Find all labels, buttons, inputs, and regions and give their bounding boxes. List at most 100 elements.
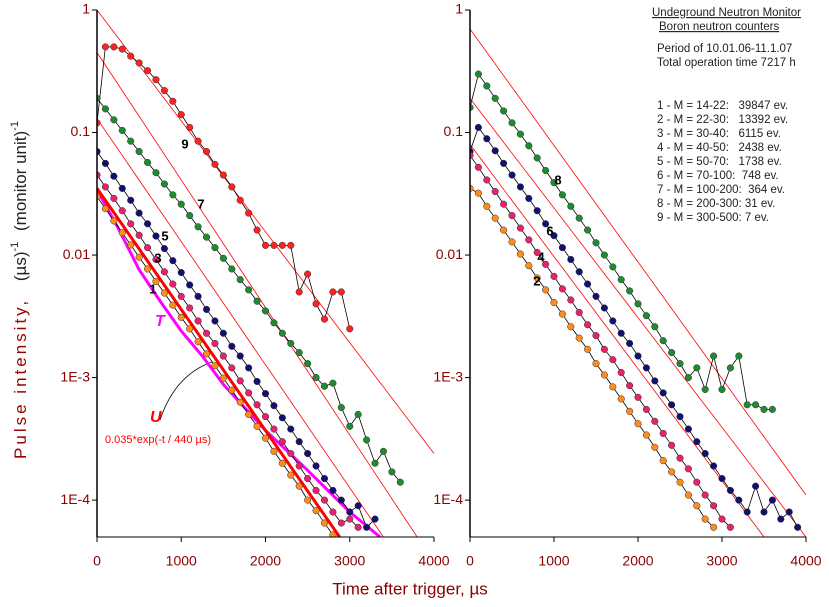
data-point (474, 123, 482, 132)
data-point (245, 286, 253, 294)
data-point (584, 226, 592, 234)
data-point (379, 447, 388, 455)
data-point (474, 70, 482, 78)
data-point (118, 184, 126, 192)
data-point (135, 147, 143, 156)
data-point (346, 325, 354, 333)
data-point (261, 241, 270, 249)
data-point (152, 255, 160, 264)
data-point (752, 482, 760, 490)
data-point (278, 414, 286, 422)
data-point (110, 194, 118, 202)
y-label-exp: -1 (9, 121, 21, 131)
data-point (219, 374, 227, 382)
data-point (312, 374, 320, 382)
data-point (533, 207, 541, 215)
data-point (270, 447, 278, 455)
data-point (516, 224, 524, 232)
legend-line: 9 - M = 300-500: 7 ev. (657, 212, 769, 224)
y-label-exp: -1 (9, 242, 21, 252)
data-point (354, 523, 362, 531)
data-point (245, 364, 253, 372)
x-tick-label: 0 (93, 553, 101, 569)
x-axis-label: Time after trigger, µs (332, 579, 488, 598)
data-point (202, 305, 211, 313)
data-point (152, 232, 160, 240)
data-point (186, 304, 194, 312)
data-point (118, 229, 126, 237)
series-label: 2 (533, 273, 540, 288)
data-point (236, 352, 244, 360)
data-point (483, 82, 491, 90)
data-point (118, 207, 126, 215)
y-tick-label: 0.1 (71, 123, 91, 139)
data-point (609, 263, 617, 271)
data-point (542, 166, 550, 175)
data-point (110, 116, 118, 124)
data-point (278, 438, 286, 446)
data-point (245, 389, 253, 397)
data-point (516, 183, 524, 191)
data-point (135, 253, 143, 261)
data-point (152, 76, 160, 84)
data-point (726, 486, 734, 494)
data-point (642, 405, 650, 413)
data-point (295, 349, 303, 357)
data-point (550, 179, 558, 187)
data-point (617, 368, 625, 377)
data-point (144, 158, 152, 166)
data-point (668, 468, 676, 476)
data-point (550, 298, 558, 307)
data-point (177, 292, 185, 300)
x-tick-label: 4000 (790, 553, 821, 569)
data-point (752, 401, 760, 409)
data-point (261, 390, 270, 398)
data-point (726, 364, 734, 372)
series-line (470, 126, 798, 528)
data-point (169, 191, 177, 199)
data-point (491, 214, 499, 222)
data-point (567, 296, 575, 304)
data-point (659, 429, 667, 438)
data-point (278, 241, 286, 249)
data-point (101, 205, 109, 213)
fit-line (97, 10, 435, 454)
data-point (346, 422, 354, 430)
data-point (693, 502, 701, 510)
data-point (97, 171, 101, 179)
y-tick-label: 1E-4 (60, 491, 90, 507)
series-label: 4 (537, 249, 545, 264)
data-point (329, 288, 337, 296)
data-point (777, 515, 785, 523)
data-point (177, 200, 185, 208)
data-point (710, 502, 718, 510)
fit-line (97, 118, 384, 537)
data-point (592, 360, 600, 368)
plot-area (97, 10, 435, 537)
data-point (508, 171, 516, 179)
data-point (659, 337, 667, 345)
data-point (320, 382, 329, 390)
data-point (500, 159, 508, 167)
data-point (651, 443, 659, 451)
data-point (659, 389, 667, 397)
data-point (101, 43, 109, 51)
data-point (320, 315, 329, 323)
data-point (516, 130, 524, 138)
data-point (127, 241, 135, 249)
data-point (483, 176, 491, 184)
data-point (525, 194, 533, 202)
data-point (202, 350, 211, 358)
x-tick-label: 2000 (250, 553, 281, 569)
legend-line: 1 - M = 14-22: 39847 ev. (657, 100, 788, 112)
data-point (617, 395, 625, 403)
data-point (219, 352, 227, 360)
data-point (617, 276, 625, 284)
data-point (261, 413, 270, 421)
data-point (295, 482, 303, 490)
data-point (735, 352, 743, 360)
fit-line (470, 98, 807, 537)
data-point (600, 304, 608, 312)
series-label: 5 (161, 228, 168, 243)
data-point (245, 410, 253, 419)
